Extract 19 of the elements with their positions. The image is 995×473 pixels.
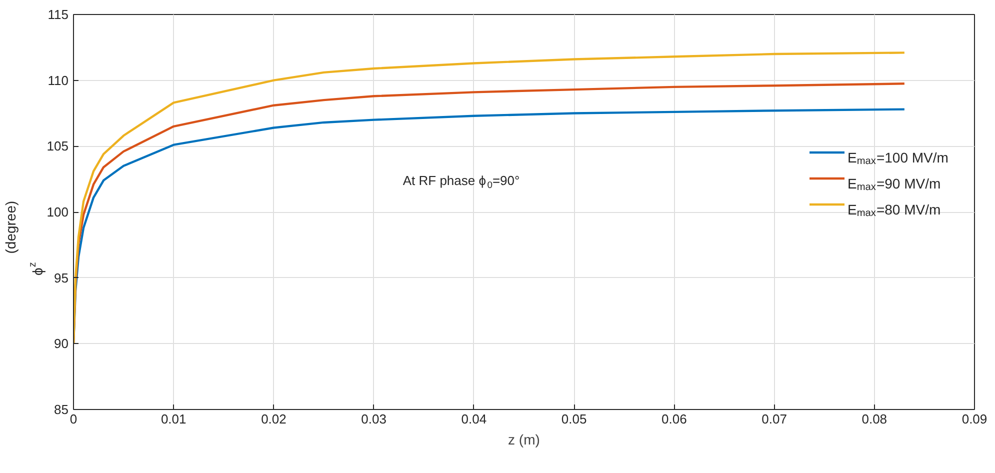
x-tick-label: 0.04 <box>461 412 487 426</box>
x-tick-label: 0.03 <box>361 412 386 426</box>
y-tick-label: 115 <box>48 7 69 22</box>
y-tick-label: 90 <box>54 336 69 352</box>
x-tick-label: 0.08 <box>862 412 888 426</box>
y-tick-label: 105 <box>46 138 69 154</box>
x-axis-title: z (m) <box>508 432 540 448</box>
x-tick-label: 0 <box>70 412 78 426</box>
x-tick-label: 0.06 <box>662 412 687 426</box>
y-tick-label: 110 <box>48 72 69 88</box>
y-tick-label: 85 <box>54 402 69 417</box>
x-tick-label: 0.05 <box>561 412 587 426</box>
x-tick-label: 0.07 <box>762 412 787 426</box>
x-tick-label: 0.01 <box>160 412 186 426</box>
y-tick-label: 95 <box>54 270 69 286</box>
x-tick-label: 0.02 <box>261 412 286 426</box>
x-tick-label: 0.09 <box>962 412 988 426</box>
text: ϕz (degree) <box>2 200 46 276</box>
y-tick-label: 100 <box>46 204 69 220</box>
